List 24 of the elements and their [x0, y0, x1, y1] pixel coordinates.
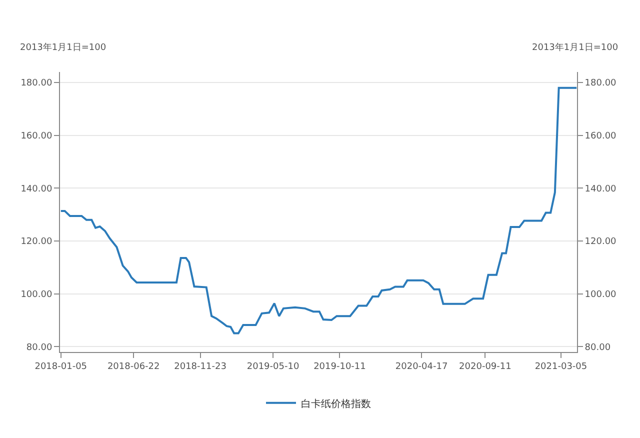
y-tick-label: 180.00 — [20, 78, 52, 89]
x-tick-label: 2020-09-11 — [459, 362, 512, 372]
x-tick-label: 2019-05-10 — [246, 362, 300, 372]
x-tick-label: 2018-01-05 — [34, 362, 88, 372]
y-tick-label: 80.00 — [26, 342, 52, 353]
y-tick-label: 140.00 — [20, 184, 52, 194]
legend-label: 白卡纸价格指数 — [301, 398, 371, 410]
y2-tick-label: 180.00 — [584, 78, 617, 89]
y2-axis-title: 2013年1月1日=100 — [532, 42, 618, 53]
y-axis-title: 2013年1月1日=100 — [20, 42, 106, 53]
y2-tick-label: 160.00 — [584, 132, 617, 142]
x-tick-label: 2019-10-11 — [314, 362, 366, 372]
y2-tick-label: 120.00 — [584, 237, 617, 248]
y-tick-label: 100.00 — [20, 290, 52, 300]
y2-tick-label: 140.00 — [584, 184, 617, 194]
x-tick-label: 2018-06-22 — [107, 362, 160, 372]
y2-tick-label: 100.00 — [584, 290, 617, 300]
y-tick-label: 160.00 — [20, 132, 52, 142]
line-series — [60, 86, 577, 334]
y-tick-label: 120.00 — [20, 237, 52, 248]
x-tick-label: 2021-03-05 — [534, 362, 588, 372]
x-tick-label: 2020-04-17 — [395, 362, 448, 372]
y2-tick-label: 80.00 — [584, 342, 611, 353]
x-tick-label: 2018-11-23 — [174, 362, 226, 372]
